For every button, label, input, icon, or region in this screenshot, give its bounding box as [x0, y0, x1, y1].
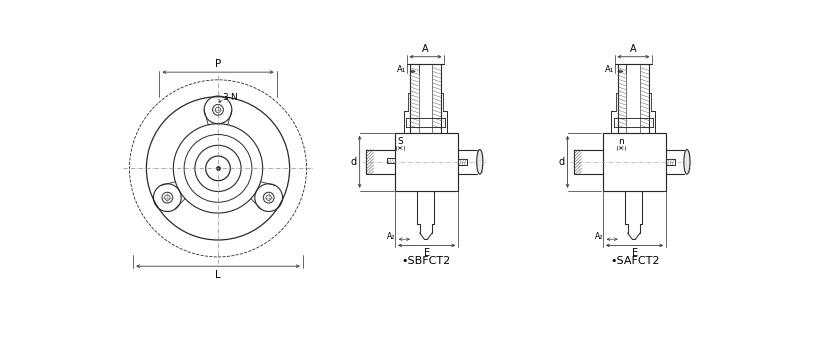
Bar [603, 133, 666, 191]
Bar [395, 133, 459, 191]
Text: A₁: A₁ [605, 65, 614, 74]
Text: •SAFCT2: •SAFCT2 [610, 256, 660, 266]
Ellipse shape [477, 149, 483, 174]
Text: A: A [422, 44, 429, 54]
Text: n: n [619, 137, 624, 146]
Text: E: E [632, 248, 637, 259]
Text: •SBFCT2: •SBFCT2 [401, 256, 450, 266]
Ellipse shape [684, 149, 690, 174]
Text: L: L [215, 270, 221, 280]
Text: d: d [558, 157, 565, 167]
Text: S: S [397, 137, 403, 146]
Text: A₁: A₁ [397, 65, 406, 74]
Text: E: E [424, 248, 430, 259]
Text: A₂: A₂ [595, 233, 603, 241]
Text: 3-N: 3-N [222, 93, 237, 102]
Text: A₂: A₂ [387, 233, 395, 241]
Text: d: d [351, 157, 357, 167]
Text: A: A [630, 44, 636, 54]
Text: P: P [215, 59, 221, 69]
